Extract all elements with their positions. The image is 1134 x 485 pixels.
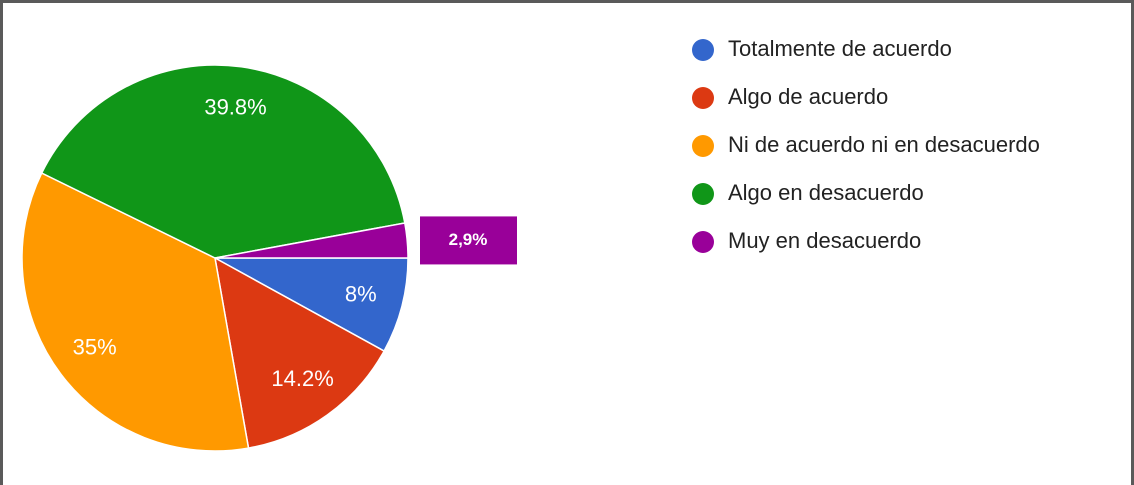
- legend-swatch: [692, 39, 714, 61]
- data-label: 35%: [73, 334, 117, 359]
- data-label: 2,9%: [449, 230, 488, 249]
- data-label: 8%: [345, 281, 377, 306]
- pie-slice: [214, 257, 409, 353]
- data-label: 39.8%: [204, 95, 266, 120]
- pie-slice: [214, 222, 409, 259]
- legend-label: Ni de acuerdo ni en desacuerdo: [728, 132, 1040, 157]
- pie-slice: [213, 256, 386, 449]
- legend-label: Algo de acuerdo: [728, 84, 888, 109]
- label-box: [420, 216, 517, 265]
- legend-label: Algo en desacuerdo: [728, 180, 924, 205]
- pie-slice: [21, 172, 250, 452]
- legend-swatch: [692, 231, 714, 253]
- legend-swatch: [692, 183, 714, 205]
- pie-slice: [40, 64, 406, 259]
- legend-label: Muy en desacuerdo: [728, 228, 921, 253]
- data-label: 14.2%: [271, 366, 333, 391]
- legend-swatch: [692, 87, 714, 109]
- legend-label: Totalmente de acuerdo: [728, 36, 952, 61]
- legend-swatch: [692, 135, 714, 157]
